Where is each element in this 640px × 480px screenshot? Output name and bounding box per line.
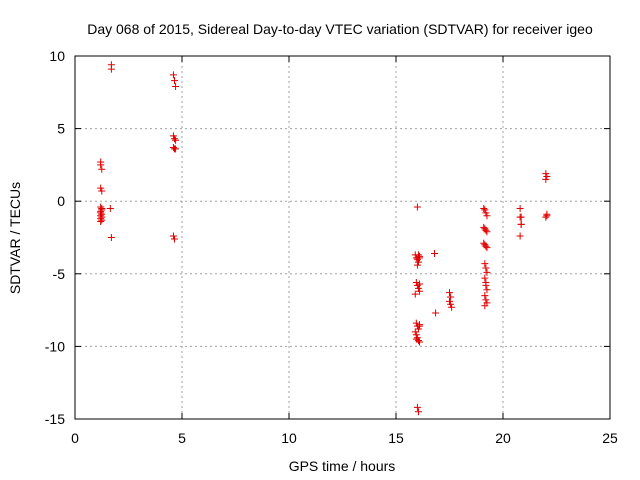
data-point — [413, 334, 421, 342]
x-axis-label: GPS time / hours — [289, 458, 396, 474]
data-point — [482, 264, 490, 272]
x-tick-label: 5 — [178, 430, 186, 446]
data-point — [416, 338, 424, 346]
data-point — [172, 136, 180, 144]
data-point — [97, 161, 105, 169]
data-point — [171, 235, 179, 243]
data-point — [413, 203, 421, 211]
data-point — [481, 260, 489, 268]
data-point — [483, 212, 491, 220]
y-tick-label: -5 — [53, 266, 66, 282]
data-point — [416, 252, 424, 260]
data-point — [446, 297, 453, 305]
data-point — [412, 335, 420, 343]
data-point — [169, 132, 177, 140]
data-point — [516, 204, 524, 212]
data-point — [169, 232, 177, 240]
grid-lines — [75, 56, 610, 419]
data-point — [172, 145, 180, 153]
data-point — [447, 300, 455, 308]
y-axis-label: SDTVAR / TECUs — [7, 182, 23, 294]
x-tick-label: 10 — [281, 430, 297, 446]
y-tick-label: 10 — [49, 48, 65, 64]
data-point — [413, 261, 421, 269]
data-point — [481, 206, 489, 214]
data-point — [480, 204, 488, 212]
data-point — [97, 218, 105, 226]
data-point — [414, 325, 422, 333]
data-point — [482, 279, 490, 287]
data-point — [483, 286, 491, 294]
data-point — [97, 207, 105, 215]
data-point — [416, 287, 424, 295]
data-point — [446, 289, 453, 297]
data-point — [107, 65, 115, 73]
data-point — [107, 234, 115, 241]
data-point — [481, 274, 489, 282]
data-point — [483, 228, 491, 236]
data-point — [483, 244, 491, 252]
x-tick-label: 20 — [495, 430, 511, 446]
x-tick-label: 25 — [602, 430, 618, 446]
data-point — [542, 213, 550, 221]
data-point — [98, 216, 106, 224]
data-point — [482, 226, 490, 234]
data-point — [482, 296, 490, 304]
data-points — [97, 61, 551, 416]
y-tick-label: 5 — [57, 121, 65, 137]
data-point — [414, 408, 422, 416]
data-point — [98, 204, 106, 212]
data-point — [172, 82, 180, 90]
data-point — [171, 77, 179, 85]
data-point — [432, 309, 440, 317]
data-point — [431, 249, 439, 257]
data-point — [413, 403, 421, 411]
data-point — [482, 209, 490, 217]
data-point — [106, 204, 114, 212]
data-point — [516, 232, 524, 240]
data-point — [412, 319, 420, 327]
data-point — [416, 322, 424, 330]
chart-title: Day 068 of 2015, Sidereal Day-to-day VTE… — [87, 21, 593, 37]
data-point — [411, 328, 419, 336]
data-point — [169, 71, 177, 79]
y-tick-label: -10 — [45, 338, 65, 354]
y-tick-label: -15 — [45, 411, 65, 427]
x-tick-label: 15 — [388, 430, 404, 446]
data-point — [97, 184, 105, 192]
data-point — [482, 242, 490, 250]
axis-ticks: 0 5 10 15 20 25 -15 -10 -5 0 5 10 — [45, 48, 618, 446]
x-tick-label: 0 — [71, 430, 79, 446]
data-point — [543, 173, 551, 181]
data-point — [171, 135, 179, 143]
data-point — [411, 290, 419, 298]
data-point — [543, 210, 551, 218]
data-point — [412, 279, 420, 287]
data-point — [98, 165, 106, 173]
y-tick-label: 0 — [57, 193, 65, 209]
data-point — [481, 302, 489, 310]
data-point — [416, 280, 424, 288]
plot-frame — [74, 55, 611, 420]
data-point — [414, 251, 422, 259]
data-point — [542, 175, 550, 183]
data-point — [517, 220, 525, 228]
data-point — [447, 293, 455, 301]
data-point — [414, 284, 422, 292]
data-point — [481, 292, 489, 300]
data-point — [516, 213, 524, 221]
data-point — [483, 268, 491, 276]
data-point — [448, 303, 456, 311]
data-point — [414, 258, 422, 266]
data-point — [98, 187, 106, 195]
